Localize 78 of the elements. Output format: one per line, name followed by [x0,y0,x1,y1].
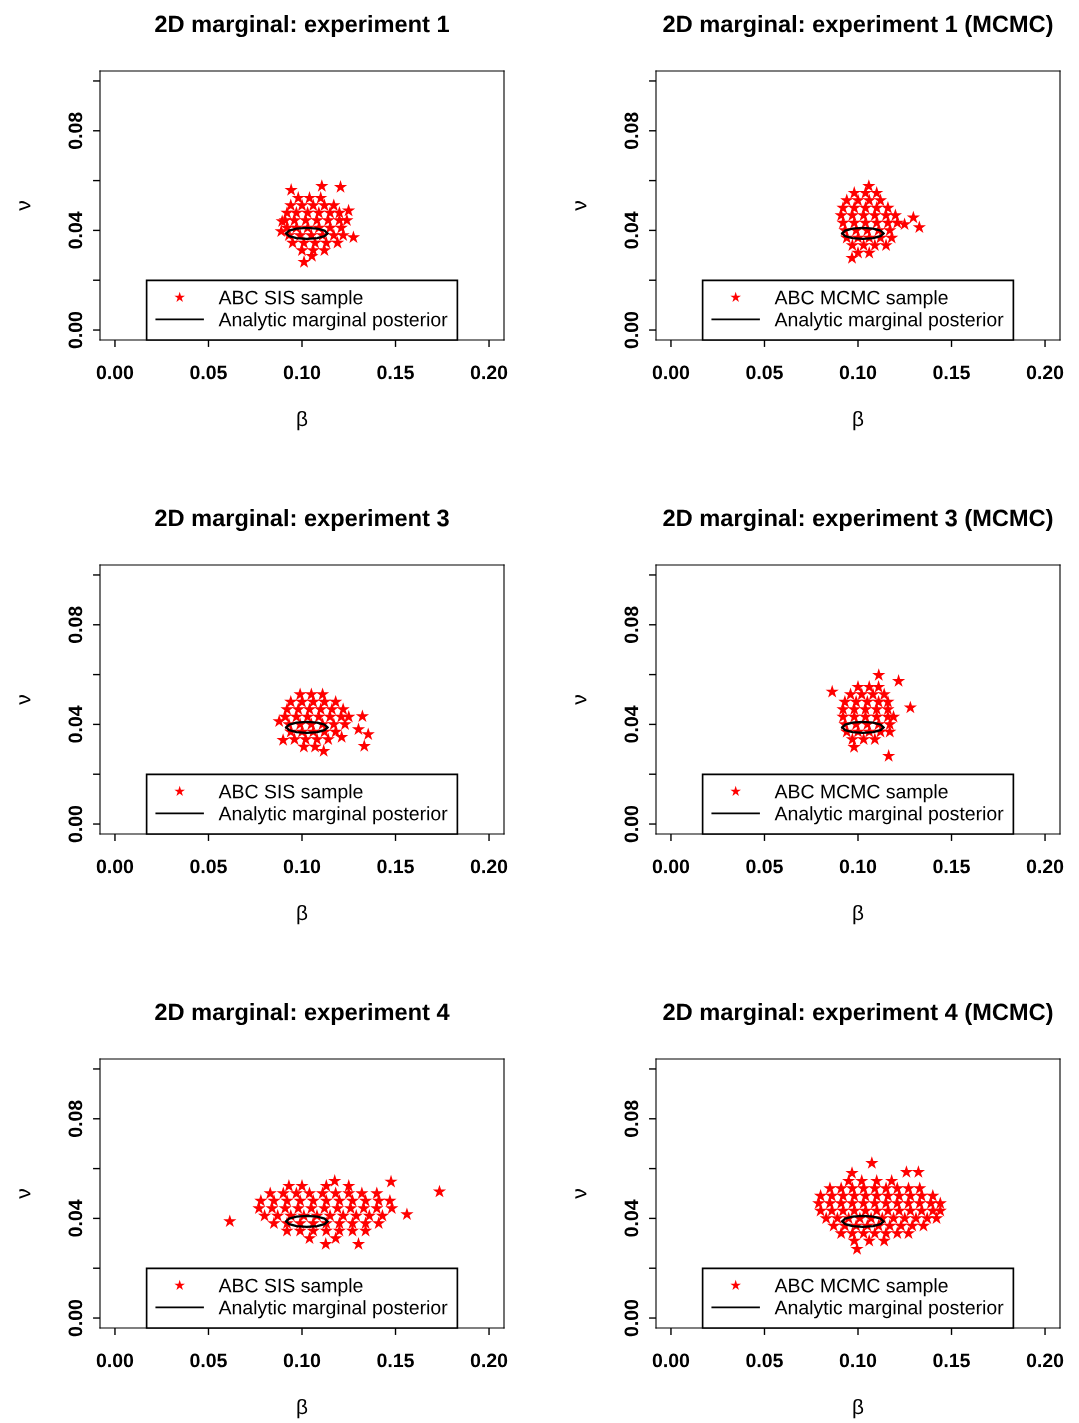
y-tick-label: 0.04 [68,705,83,743]
x-tick-label: 0.15 [377,365,414,380]
x-tick-label: 0.10 [839,859,877,874]
x-tick-label: 0.00 [652,365,690,380]
y-tick-label: 0.00 [68,1299,83,1337]
legend-label: Analytic marginal posterior [774,312,1004,331]
x-tick-label: 0.15 [377,859,414,874]
chart-title: 2D marginal: experiment 1 (MCMC) [663,15,1053,38]
chart-title: 2D marginal: experiment 3 [155,509,449,532]
x-tick-label: 0.00 [96,859,134,874]
x-tick-label: 0.20 [470,1353,508,1368]
legend-label: ABC MCMC sample [774,784,948,803]
x-tick-label: 0.10 [283,1353,321,1368]
x-axis-title: β [297,410,308,431]
legend-label: ABC SIS sample [218,784,363,803]
x-tick-label: 0.05 [190,365,227,380]
x-axis-title: β [853,904,864,925]
y-axis-title: ν [575,1189,587,1199]
x-tick-label: 0.20 [1026,1353,1064,1368]
x-tick-label: 0.10 [283,859,321,874]
x-tick-label: 0.10 [839,1353,877,1368]
x-tick-label: 0.05 [190,859,227,874]
y-axis-title: ν [575,201,587,211]
y-tick-label: 0.08 [624,606,639,643]
x-tick-label: 0.15 [933,1353,970,1368]
chart-title: 2D marginal: experiment 3 (MCMC) [663,509,1053,532]
x-tick-label: 0.15 [933,365,970,380]
x-axis-title: β [297,1398,308,1419]
y-tick-label: 0.04 [624,211,639,249]
legend-label: ABC MCMC sample [774,290,948,309]
legend-label: Analytic marginal posterior [218,312,448,331]
x-tick-label: 0.00 [652,1353,690,1368]
x-tick-label: 0.20 [470,365,508,380]
x-tick-label: 0.15 [933,859,970,874]
y-tick-label: 0.00 [624,311,639,349]
y-tick-label: 0.00 [68,311,83,349]
y-tick-label: 0.08 [624,1100,639,1137]
legend-label: Analytic marginal posterior [218,806,448,825]
y-axis-title: ν [19,695,31,705]
y-tick-label: 0.04 [624,1199,639,1237]
legend-label: ABC SIS sample [218,290,363,309]
legend-label: Analytic marginal posterior [774,806,1004,825]
x-tick-label: 0.05 [746,1353,783,1368]
chart-title: 2D marginal: experiment 1 [155,15,449,38]
y-tick-label: 0.08 [68,606,83,643]
y-tick-label: 0.00 [624,1299,639,1337]
chart-title: 2D marginal: experiment 4 [155,1003,450,1026]
x-tick-label: 0.05 [746,365,783,380]
x-axis-title: β [853,1398,864,1419]
x-tick-label: 0.20 [470,859,508,874]
x-tick-label: 0.00 [652,859,690,874]
y-tick-label: 0.04 [68,211,83,249]
y-tick-label: 0.04 [68,1199,83,1237]
x-axis-title: β [297,904,308,925]
x-tick-label: 0.10 [283,365,321,380]
legend-label: Analytic marginal posterior [774,1300,1004,1319]
x-tick-label: 0.05 [190,1353,227,1368]
x-tick-label: 0.20 [1026,859,1064,874]
x-tick-label: 0.05 [746,859,783,874]
x-axis-title: β [853,410,864,431]
legend-label: Analytic marginal posterior [218,1300,448,1319]
y-axis-title: ν [19,201,31,211]
y-tick-label: 0.00 [624,805,639,843]
x-tick-label: 0.15 [377,1353,414,1368]
y-tick-label: 0.00 [68,805,83,843]
y-tick-label: 0.08 [68,112,83,149]
chart-title: 2D marginal: experiment 4 (MCMC) [663,1003,1053,1026]
y-tick-label: 0.04 [624,705,639,743]
y-tick-label: 0.08 [68,1100,83,1137]
y-tick-label: 0.08 [624,112,639,149]
x-tick-label: 0.00 [96,365,134,380]
x-tick-label: 0.10 [839,365,877,380]
y-axis-title: ν [575,695,587,705]
legend-label: ABC MCMC sample [774,1278,948,1297]
legend-label: ABC SIS sample [218,1278,363,1297]
y-axis-title: ν [19,1189,31,1199]
x-tick-label: 0.20 [1026,365,1064,380]
x-tick-label: 0.00 [96,1353,134,1368]
